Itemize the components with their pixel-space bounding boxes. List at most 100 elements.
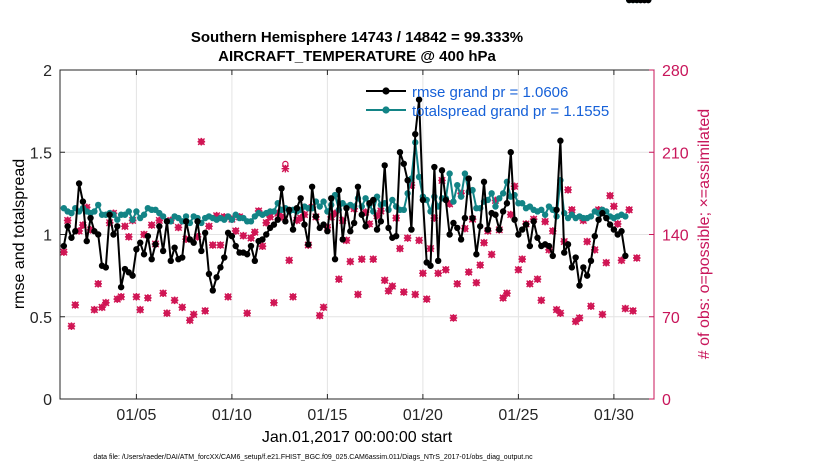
rmse-point (144, 232, 152, 240)
rmse-point (545, 242, 553, 250)
totalspread-point (316, 203, 323, 210)
rmse-point (293, 204, 301, 212)
rmse-point (75, 180, 83, 187)
x-axis-label: Jan.01,2017 00:00:00 start (262, 429, 453, 446)
obs-assimilated-marker (319, 303, 328, 312)
obs-assimilated-marker (277, 213, 286, 221)
rmse-point (446, 231, 453, 238)
obs-assimilated-marker (407, 181, 416, 189)
rmse-point (534, 234, 541, 241)
rmse-point (392, 232, 400, 240)
obs-assimilated-marker (594, 206, 603, 214)
obs-assimilated-marker (487, 250, 496, 259)
rmse-line (62, 98, 627, 292)
totalspread-point (270, 208, 278, 215)
legend: rmse grand pr = 1.0606 totalspread grand… (366, 84, 609, 120)
rmse-point (530, 218, 537, 225)
obs-assimilated-marker (327, 213, 336, 221)
obs-assimilated-marker (144, 294, 152, 302)
totalspread-point (159, 213, 167, 220)
obs-assimilated-marker (90, 305, 99, 314)
rmse-point (259, 236, 266, 243)
rmse-point (201, 229, 209, 237)
obs-assimilated-marker (499, 294, 507, 302)
obs-assimilated-marker (117, 292, 125, 301)
rmse-point (385, 224, 392, 232)
rmse-point (549, 252, 556, 260)
rmse-point (583, 272, 591, 279)
rmse-point (171, 244, 178, 251)
obs-assimilated-marker (289, 292, 297, 301)
rmse-point (247, 242, 255, 250)
rmse-point (213, 274, 220, 281)
rmse-point (587, 257, 595, 265)
obs-assimilated-marker (121, 222, 129, 231)
rmse-point (599, 209, 606, 217)
rmse-point (370, 196, 377, 204)
rmse-point (484, 226, 492, 233)
rmse-point (343, 204, 350, 212)
obs-assimilated-marker (60, 248, 68, 256)
rmse-point (515, 231, 522, 238)
legend-spread-label: totalspread grand pr = 1.1555 (412, 103, 609, 120)
rmse-point (282, 218, 289, 225)
obs-assimilated-marker (331, 209, 339, 218)
obs-assimilated-marker (94, 280, 102, 288)
rmse-point (503, 200, 511, 207)
rmse-point (431, 163, 438, 171)
totalspread-point (492, 203, 499, 210)
rmse-point (434, 257, 442, 265)
y-right-tick-label-0: 0 (662, 392, 671, 409)
obs-assimilated-marker (212, 211, 221, 220)
rmse-point (232, 242, 239, 250)
obs-assimilated-marker (71, 301, 80, 309)
rmse-point (305, 241, 312, 248)
rmse-point (102, 264, 110, 271)
rmse-point (507, 149, 514, 156)
chart-title: Southern Hemisphere 14743 / 14842 = 99.3… (191, 29, 523, 46)
obs-assimilated-marker (357, 255, 366, 263)
obs-assimilated-marker (633, 254, 641, 262)
rmse-point (461, 214, 469, 222)
rmse-point (205, 270, 213, 278)
totalspread-point (461, 170, 469, 177)
obs-assimilated-marker (174, 223, 183, 232)
y-tick-label-4: 2 (43, 63, 52, 80)
obs-assimilated-marker (583, 237, 591, 246)
rmse-point (476, 223, 484, 230)
totalspread-point (622, 213, 629, 220)
totalspread-point (125, 208, 132, 215)
rmse-point (457, 236, 465, 243)
rmse-point (358, 211, 365, 218)
obs-assimilated-marker (124, 233, 133, 241)
obs-assimilated-marker (442, 265, 450, 274)
obs-assimilated-marker (552, 305, 561, 314)
obs-assimilated-marker (476, 261, 484, 269)
rmse-point (117, 283, 125, 291)
rmse-point (347, 228, 354, 235)
rmse-point (87, 214, 94, 222)
obs-assimilated-marker (197, 137, 206, 146)
obs-assimilated-marker (571, 317, 580, 326)
rmse-point (278, 185, 285, 192)
rmse-point (404, 177, 411, 184)
obs-assimilated-marker (369, 255, 378, 263)
obs-assimilated-marker (243, 309, 251, 318)
rmse-point (152, 241, 159, 248)
obs-assimilated-marker (155, 216, 164, 225)
rmse-point (350, 219, 358, 227)
obs-assimilated-marker (281, 164, 290, 173)
rmse-point (553, 206, 560, 214)
y-axis-label-right: # of obs: o=possible; ×=assimilated (696, 109, 713, 359)
rmse-point (243, 251, 251, 258)
rmse-series (60, 0, 652, 294)
legend-rmse-label: rmse grand pr = 1.0606 (412, 84, 568, 101)
totalspread-point (519, 200, 526, 207)
rmse-point (64, 223, 71, 230)
obs-assimilated-marker (182, 235, 190, 243)
rmse-point (499, 208, 507, 215)
rmse-point (606, 221, 614, 228)
obs-assimilated-marker (98, 303, 106, 312)
obs-assimilated-marker (113, 295, 122, 303)
y-right-tick-label-4: 280 (662, 63, 689, 80)
